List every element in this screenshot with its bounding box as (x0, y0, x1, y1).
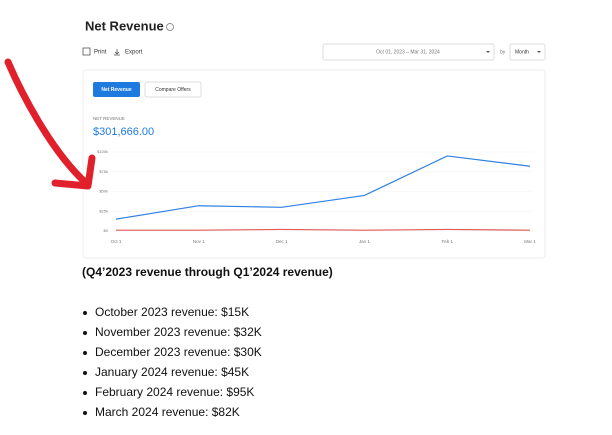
doc-heading: (Q4’2023 revenue through Q1’2024 revenue… (82, 265, 333, 279)
export-icon (114, 49, 120, 56)
x-tick-label: Dec 1 (276, 239, 288, 244)
annotation-arrow (4, 58, 90, 187)
list-item: December 2023 revenue: $30K (95, 345, 262, 359)
list-item: February 2024 revenue: $95K (95, 385, 254, 399)
x-tick-label: Nov 1 (193, 239, 205, 244)
dropdown-caret (486, 51, 490, 53)
bullet (83, 351, 87, 355)
page-title: Net Revenue (85, 18, 164, 33)
dropdown-caret (537, 51, 541, 53)
summary-value: $301,666.00 (93, 126, 154, 138)
y-tick-label: $75k (99, 169, 108, 174)
bullet (83, 331, 87, 335)
x-tick-label: Jan 1 (359, 239, 371, 244)
by-label: by (500, 49, 506, 55)
x-tick-label: Feb 1 (441, 239, 453, 244)
date-range: Oct 01, 2023 – Mar 31, 2024 (376, 49, 440, 55)
help-icon[interactable] (166, 23, 174, 31)
interval-select[interactable] (509, 43, 546, 61)
series-line (116, 228, 531, 231)
print-button[interactable]: Print (94, 50, 107, 56)
y-tick-label: $50k (99, 189, 108, 194)
print-icon (82, 47, 91, 56)
bullet (83, 371, 87, 375)
y-tick-label: $25k (99, 208, 108, 213)
list-item: January 2024 revenue: $45K (95, 365, 249, 379)
tab-active[interactable] (93, 82, 140, 97)
list-item: October 2023 revenue: $15K (95, 305, 249, 319)
bullet (83, 411, 87, 415)
bullet (83, 391, 87, 395)
x-tick-label: Oct 1 (111, 239, 122, 244)
summary-label: NET REVENUE (93, 116, 125, 121)
y-tick-label: $0 (104, 228, 109, 233)
tab-label: Net Revenue (101, 87, 132, 93)
list-item: March 2024 revenue: $82K (95, 405, 240, 419)
annotation-arrowhead (51, 154, 96, 190)
x-tick-label: Mar 1 (524, 239, 536, 244)
bullet (83, 311, 87, 315)
export-button[interactable]: Export (125, 50, 143, 56)
list-item: November 2023 revenue: $32K (95, 325, 262, 339)
tab[interactable] (144, 81, 202, 98)
interval: Month (515, 49, 529, 55)
date-range-select[interactable] (322, 43, 495, 61)
tab-label: Compare Offers (155, 87, 191, 93)
series-line (115, 155, 531, 220)
y-tick-label: $100k (97, 149, 108, 154)
